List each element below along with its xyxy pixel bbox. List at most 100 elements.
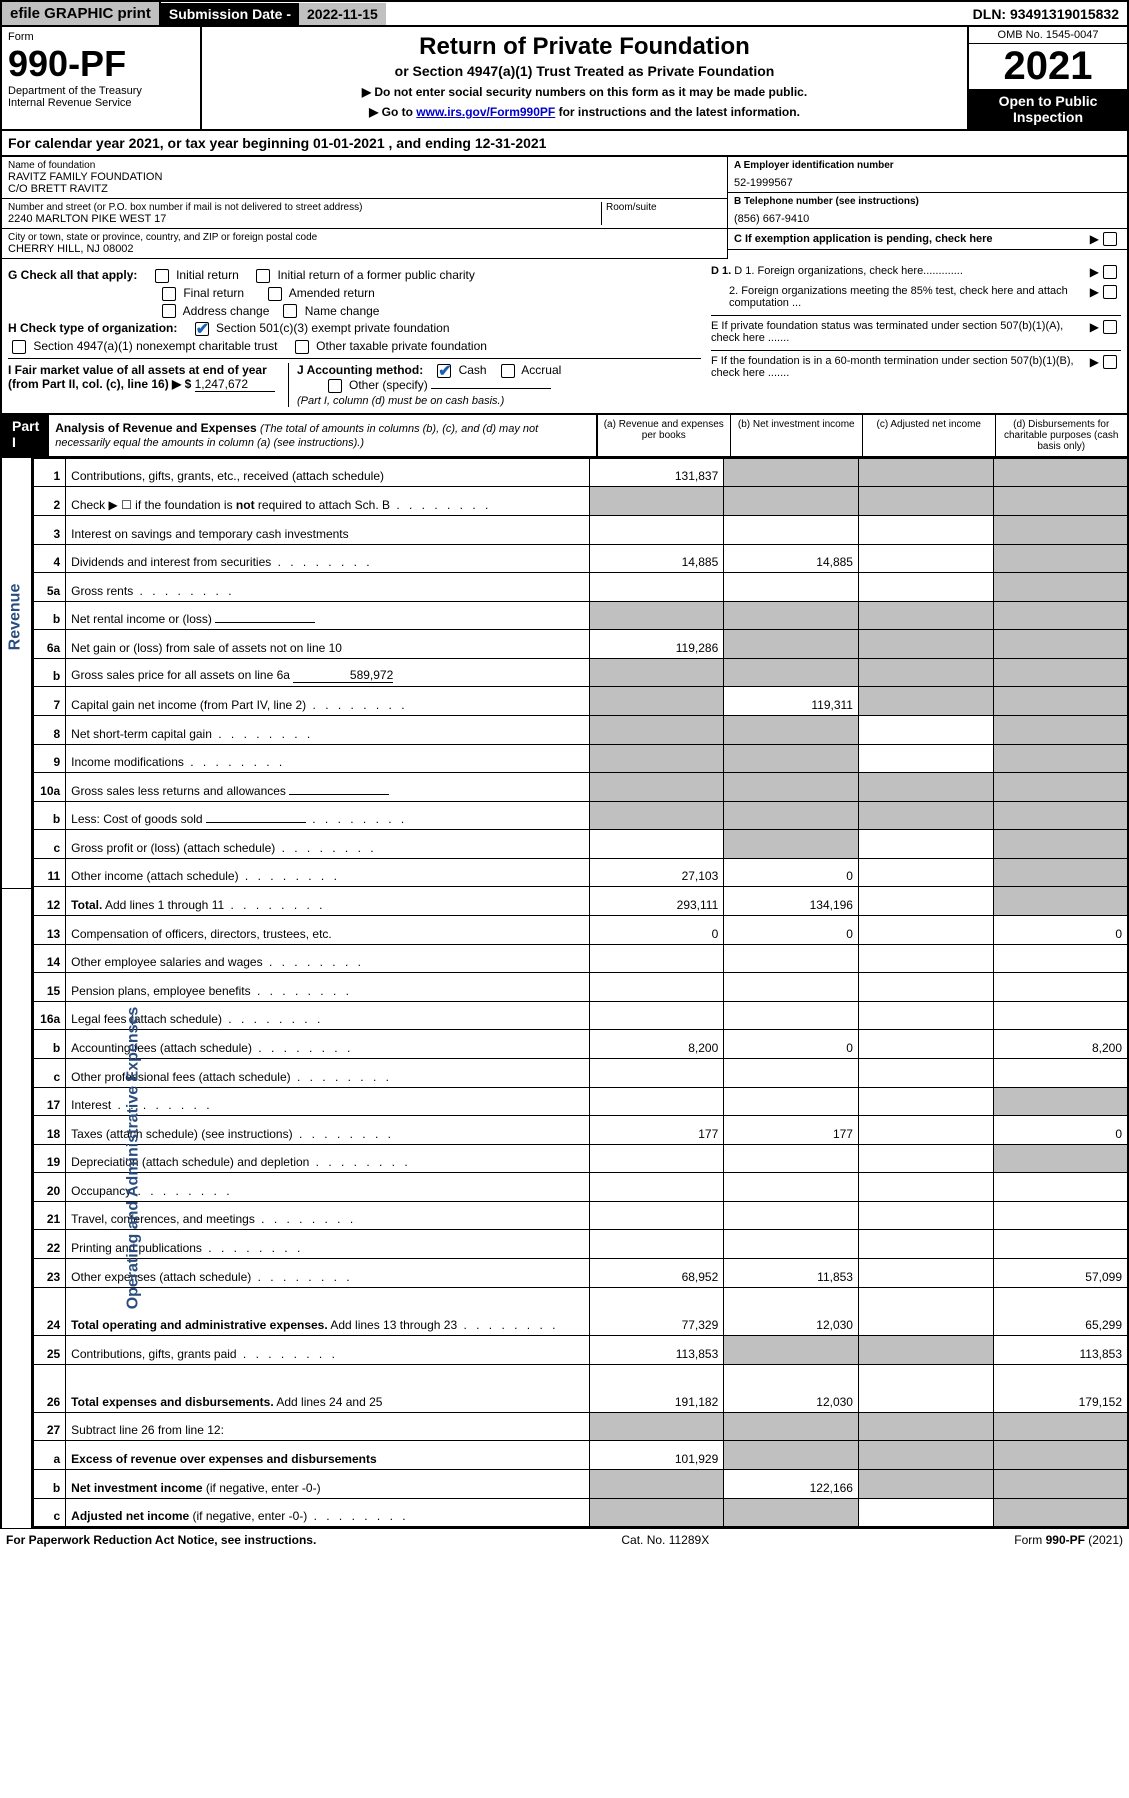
g-address[interactable] xyxy=(162,304,176,318)
e-checkbox[interactable] xyxy=(1103,320,1117,334)
line-desc: Other income (attach schedule) xyxy=(66,858,589,887)
col-b: 11,853 xyxy=(724,1258,859,1287)
line-desc: Dividends and interest from securities xyxy=(66,544,589,573)
footer-right: Form 990-PF (2021) xyxy=(1014,1533,1123,1547)
table-row: 9Income modifications xyxy=(33,744,1128,773)
checks-section: G Check all that apply: Initial return I… xyxy=(0,259,1129,415)
g-initial-return[interactable] xyxy=(155,269,169,283)
j-line: J Accounting method: Cash Accrual Other … xyxy=(288,363,701,407)
col-c xyxy=(858,687,993,716)
col-a xyxy=(589,801,724,830)
d1-checkbox[interactable] xyxy=(1103,265,1117,279)
col-a xyxy=(589,1144,724,1173)
col-b: 177 xyxy=(724,1116,859,1145)
j-cash[interactable] xyxy=(437,364,451,378)
line-desc: Travel, conferences, and meetings xyxy=(66,1201,589,1230)
col-d-header: (d) Disbursements for charitable purpose… xyxy=(995,415,1128,456)
ein-cell: A Employer identification number 52-1999… xyxy=(728,157,1127,193)
h-4947[interactable] xyxy=(12,340,26,354)
col-d xyxy=(993,858,1128,887)
col-d xyxy=(993,658,1128,687)
line-desc: Accounting fees (attach schedule) xyxy=(66,1030,589,1059)
line-number: 21 xyxy=(33,1201,66,1230)
line-number: 23 xyxy=(33,1258,66,1287)
name-cell: Name of foundation RAVITZ FAMILY FOUNDAT… xyxy=(2,157,727,199)
line-desc: Capital gain net income (from Part IV, l… xyxy=(66,687,589,716)
h-other-tax[interactable] xyxy=(295,340,309,354)
col-b xyxy=(724,801,859,830)
open-inspection: Open to Public Inspection xyxy=(969,89,1127,129)
col-d xyxy=(993,1087,1128,1116)
line-number: 26 xyxy=(33,1364,66,1412)
col-b: 12,030 xyxy=(724,1287,859,1335)
revenue-label: Revenue xyxy=(2,458,32,888)
col-d xyxy=(993,1058,1128,1087)
efile-label[interactable]: efile GRAPHIC print xyxy=(2,2,161,25)
col-c xyxy=(858,1287,993,1335)
col-d xyxy=(993,687,1128,716)
table-row: 15Pension plans, employee benefits xyxy=(33,973,1128,1002)
page-footer: For Paperwork Reduction Act Notice, see … xyxy=(0,1528,1129,1551)
col-a xyxy=(589,1173,724,1202)
f-checkbox[interactable] xyxy=(1103,355,1117,369)
line-number: 11 xyxy=(33,858,66,887)
col-c xyxy=(858,1058,993,1087)
tax-year: 2021 xyxy=(969,44,1127,89)
col-c xyxy=(858,1116,993,1145)
table-row: cOther professional fees (attach schedul… xyxy=(33,1058,1128,1087)
line-number: 3 xyxy=(33,515,66,544)
col-c xyxy=(858,1364,993,1412)
line-number: 14 xyxy=(33,944,66,973)
col-d xyxy=(993,1412,1128,1441)
col-b xyxy=(724,1087,859,1116)
col-d xyxy=(993,1441,1128,1470)
col-b xyxy=(724,658,859,687)
irs-link[interactable]: www.irs.gov/Form990PF xyxy=(416,105,555,119)
j-other[interactable] xyxy=(328,379,342,393)
c-checkbox[interactable] xyxy=(1103,232,1117,246)
table-row: 13Compensation of officers, directors, t… xyxy=(33,916,1128,945)
line-number: b xyxy=(33,601,66,630)
col-a: 101,929 xyxy=(589,1441,724,1470)
table-row: 3Interest on savings and temporary cash … xyxy=(33,515,1128,544)
line-number: 1 xyxy=(33,458,66,487)
line-desc: Total expenses and disbursements. Add li… xyxy=(66,1364,589,1412)
col-c xyxy=(858,1144,993,1173)
table-row: 20Occupancy xyxy=(33,1173,1128,1202)
col-d xyxy=(993,1173,1128,1202)
col-c xyxy=(858,1470,993,1499)
col-b xyxy=(724,1335,859,1364)
col-a xyxy=(589,973,724,1002)
g-name[interactable] xyxy=(283,304,297,318)
col-c xyxy=(858,887,993,916)
h-501c3[interactable] xyxy=(195,322,209,336)
col-b: 119,311 xyxy=(724,687,859,716)
col-d xyxy=(993,973,1128,1002)
line-number: 25 xyxy=(33,1335,66,1364)
d2-checkbox[interactable] xyxy=(1103,285,1117,299)
table-row: 21Travel, conferences, and meetings xyxy=(33,1201,1128,1230)
table-row: cAdjusted net income (if negative, enter… xyxy=(33,1498,1128,1527)
j-accrual[interactable] xyxy=(501,364,515,378)
col-d xyxy=(993,458,1128,487)
line-desc: Pension plans, employee benefits xyxy=(66,973,589,1002)
line-number: b xyxy=(33,658,66,687)
form-number-box: Form 990-PF Department of the Treasury I… xyxy=(2,27,202,129)
part1-header-row: Part I Analysis of Revenue and Expenses … xyxy=(0,415,1129,458)
col-a xyxy=(589,773,724,802)
g-amended[interactable] xyxy=(268,287,282,301)
col-d xyxy=(993,544,1128,573)
col-b: 14,885 xyxy=(724,544,859,573)
i-line: I Fair market value of all assets at end… xyxy=(8,363,288,407)
line-desc: Compensation of officers, directors, tru… xyxy=(66,916,589,945)
g-final[interactable] xyxy=(162,287,176,301)
table-row: bNet investment income (if negative, ent… xyxy=(33,1470,1128,1499)
col-c xyxy=(858,1441,993,1470)
h-line: H Check type of organization: Section 50… xyxy=(8,321,701,336)
col-c xyxy=(858,716,993,745)
table-row: 4Dividends and interest from securities1… xyxy=(33,544,1128,573)
g-initial-former[interactable] xyxy=(256,269,270,283)
col-b xyxy=(724,1144,859,1173)
col-c xyxy=(858,658,993,687)
col-d xyxy=(993,630,1128,659)
